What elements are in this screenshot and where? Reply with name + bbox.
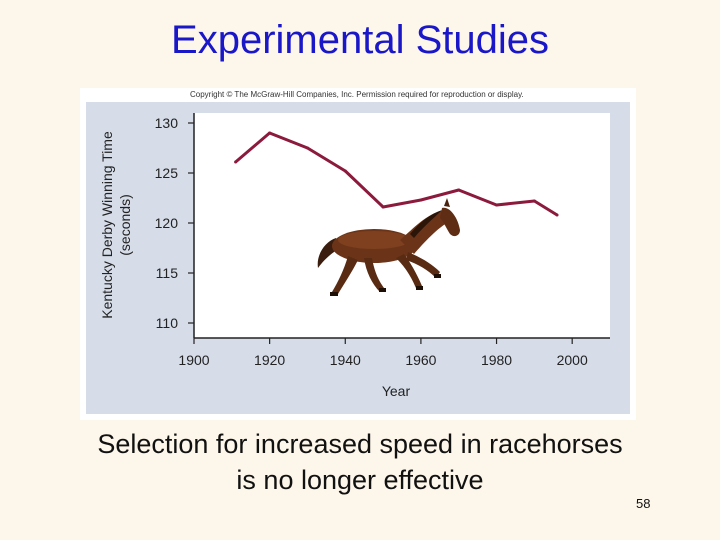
y-axis-label-unit: (seconds) xyxy=(117,194,133,255)
y-tick-label: 130 xyxy=(155,115,179,131)
y-tick-label: 125 xyxy=(155,165,179,181)
x-tick-label: 1900 xyxy=(178,352,209,368)
y-axis-label: Kentucky Derby Winning Time xyxy=(99,131,115,319)
data-point xyxy=(381,205,385,209)
horse-icon xyxy=(317,198,460,296)
slide-caption: Selection for increased speed in racehor… xyxy=(0,426,720,498)
data-point xyxy=(268,131,272,135)
page-number: 58 xyxy=(636,496,651,511)
figure-panel: Copyright © The McGraw-Hill Companies, I… xyxy=(80,88,636,420)
data-point xyxy=(419,198,423,202)
winning-time-line xyxy=(234,131,558,217)
data-point xyxy=(457,188,461,192)
x-tick-label: 2000 xyxy=(557,352,588,368)
y-tick-label: 120 xyxy=(155,215,179,231)
data-point xyxy=(305,146,309,150)
y-tick-label: 110 xyxy=(156,315,179,331)
x-axis-ticks: 1900 1920 1940 1960 1980 2000 xyxy=(178,338,588,368)
data-point xyxy=(495,203,499,207)
copyright-notice: Copyright © The McGraw-Hill Companies, I… xyxy=(190,90,524,99)
caption-line-1: Selection for increased speed in racehor… xyxy=(97,429,623,459)
x-tick-label: 1960 xyxy=(405,352,436,368)
y-axis-ticks: 110 115 120 125 130 xyxy=(155,115,194,331)
data-point xyxy=(343,169,347,173)
data-point xyxy=(532,199,536,203)
x-axis-label: Year xyxy=(382,383,411,399)
winning-time-points xyxy=(234,131,559,217)
y-tick-label: 115 xyxy=(156,265,179,281)
line-chart: 110 115 120 125 130 1900 1920 1940 1960 1980 2000 xyxy=(99,113,610,399)
slide-title: Experimental Studies xyxy=(171,18,549,62)
caption-line-2: is no longer effective xyxy=(236,465,484,495)
x-tick-label: 1980 xyxy=(481,352,512,368)
x-tick-label: 1920 xyxy=(254,352,285,368)
data-point xyxy=(555,213,559,217)
x-tick-label: 1940 xyxy=(330,352,361,368)
data-point xyxy=(234,160,238,164)
plot-area xyxy=(194,113,610,338)
